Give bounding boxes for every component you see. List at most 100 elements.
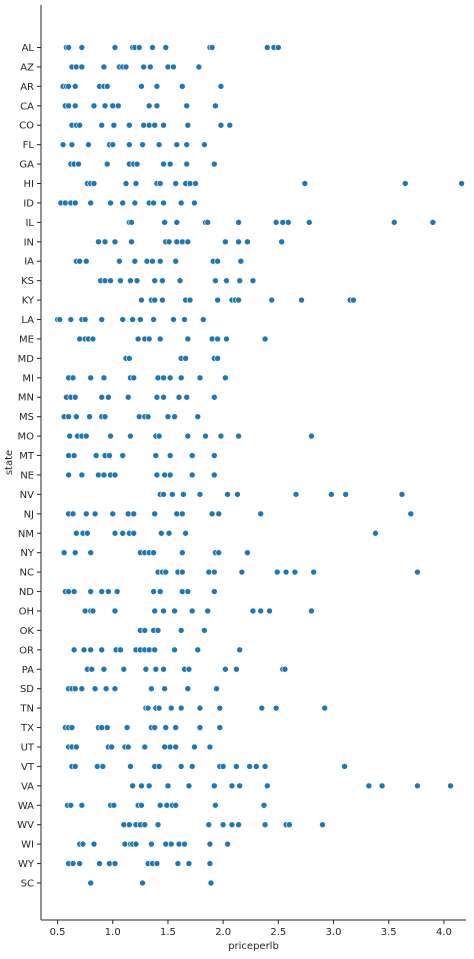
y-tick-label: FL — [23, 140, 35, 151]
data-point — [292, 491, 300, 498]
data-point — [110, 801, 118, 809]
y-tick-label: WI — [21, 840, 34, 851]
data-point — [156, 335, 164, 343]
y-tick-label: OR — [19, 645, 34, 656]
y-tick-label: UT — [21, 742, 35, 753]
y-tick-label: OH — [19, 606, 34, 617]
data-point — [165, 238, 173, 246]
data-point — [150, 588, 157, 595]
data-point — [110, 121, 118, 129]
data-point — [124, 393, 132, 401]
data-point — [71, 393, 79, 401]
data-point — [188, 452, 196, 459]
data-point — [365, 782, 373, 790]
data-point — [60, 549, 68, 556]
data-point — [156, 801, 164, 809]
data-point — [172, 180, 179, 187]
data-point — [155, 763, 163, 770]
data-point — [162, 724, 170, 731]
y-tick-label: LA — [21, 315, 34, 326]
data-point — [90, 102, 98, 110]
x-tick-label: 2.0 — [215, 927, 231, 938]
x-tick-label: 3.5 — [381, 927, 397, 938]
data-point — [92, 452, 100, 459]
data-point — [127, 277, 134, 284]
data-point — [159, 296, 166, 304]
data-point — [149, 44, 156, 51]
data-point — [145, 335, 153, 343]
data-point — [278, 238, 285, 246]
data-point — [226, 121, 234, 129]
data-point — [235, 821, 242, 829]
data-point — [222, 238, 229, 246]
data-point — [138, 782, 145, 790]
data-point — [135, 44, 143, 51]
data-point — [111, 685, 119, 692]
data-point — [160, 374, 167, 382]
data-point — [119, 199, 126, 207]
data-point — [191, 743, 198, 751]
data-point — [192, 180, 199, 187]
data-point — [188, 763, 196, 770]
data-point — [61, 199, 69, 207]
data-point — [160, 121, 167, 129]
data-point — [87, 549, 94, 556]
data-point — [90, 840, 98, 848]
data-point — [266, 607, 273, 615]
data-point — [223, 277, 230, 284]
data-point — [143, 257, 151, 265]
data-point — [80, 646, 88, 654]
data-point — [211, 588, 218, 595]
data-point — [211, 471, 218, 479]
data-point — [71, 763, 79, 770]
y-tick-label: NJ — [24, 509, 34, 520]
data-point — [134, 335, 142, 343]
y-tick-label: ND — [19, 587, 34, 598]
data-point — [184, 335, 192, 343]
data-point — [202, 432, 209, 440]
data-point — [173, 510, 181, 518]
data-point — [126, 141, 133, 148]
data-point — [224, 840, 231, 848]
data-point — [161, 471, 168, 479]
data-point — [171, 607, 178, 615]
data-point — [186, 180, 194, 187]
y-tick-label: SD — [20, 684, 34, 695]
data-point — [305, 219, 313, 226]
data-point — [70, 452, 78, 459]
y-tick-label: NM — [18, 529, 34, 540]
x-tick-label: 2.5 — [270, 927, 286, 938]
data-point — [103, 724, 111, 731]
data-point — [69, 374, 77, 382]
data-point — [144, 413, 152, 420]
data-point — [126, 121, 133, 129]
data-point — [100, 471, 108, 479]
y-tick-label: HI — [24, 179, 34, 190]
data-point — [70, 646, 78, 654]
data-point — [103, 160, 111, 168]
data-point — [153, 102, 161, 110]
data-point — [133, 277, 141, 284]
data-point — [135, 413, 143, 420]
data-point — [201, 627, 208, 634]
data-point — [100, 665, 108, 673]
data-point — [160, 199, 167, 207]
data-point — [82, 432, 90, 440]
data-point — [111, 529, 119, 537]
data-point — [161, 219, 168, 226]
data-point — [98, 646, 106, 654]
data-point — [138, 83, 145, 90]
data-point — [76, 860, 83, 867]
data-point — [155, 432, 163, 440]
y-tick-label: MS — [19, 412, 34, 423]
data-point — [65, 588, 72, 595]
y-tick-label: WA — [18, 801, 34, 812]
y-tick-label: IN — [24, 237, 34, 248]
data-point — [66, 432, 73, 440]
data-point — [263, 782, 271, 790]
data-point — [160, 491, 167, 498]
data-point — [120, 821, 128, 829]
data-point — [191, 199, 198, 207]
y-tick-label: ID — [23, 198, 34, 209]
